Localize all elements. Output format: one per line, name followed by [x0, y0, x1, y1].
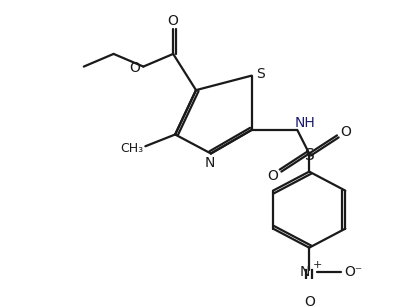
Text: NH: NH: [295, 116, 316, 130]
Text: CH₃: CH₃: [120, 142, 143, 155]
Text: O: O: [129, 61, 140, 76]
Text: O: O: [340, 125, 351, 139]
Text: S: S: [256, 67, 265, 81]
Text: O: O: [304, 295, 315, 307]
Text: N: N: [300, 265, 310, 279]
Text: +: +: [312, 260, 322, 270]
Text: S: S: [305, 148, 315, 163]
Text: N: N: [205, 156, 215, 169]
Text: O⁻: O⁻: [344, 265, 362, 279]
Text: O: O: [168, 14, 178, 28]
Text: O: O: [267, 169, 278, 183]
